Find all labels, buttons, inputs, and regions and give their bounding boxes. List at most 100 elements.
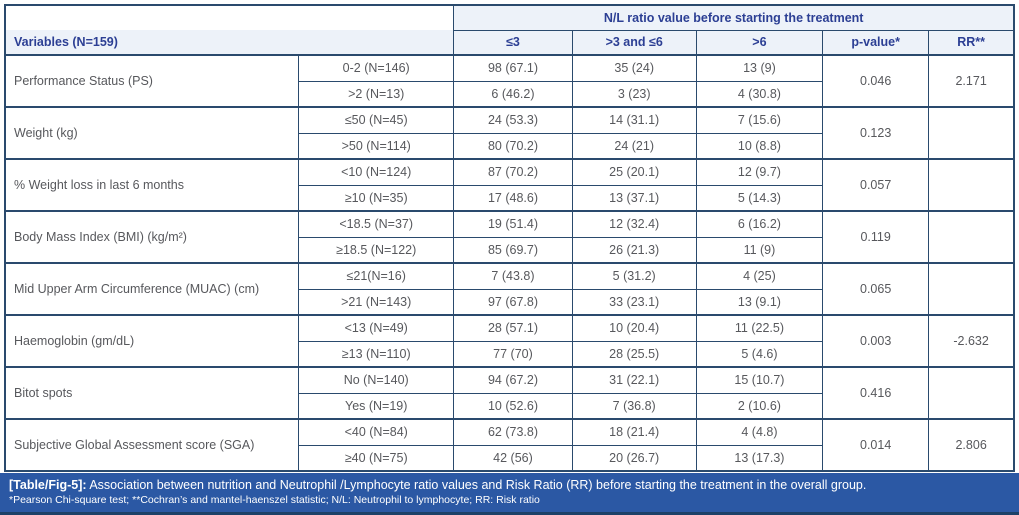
- subcategory-cell: ≤21(N=16): [298, 262, 455, 290]
- variable-name: Performance Status (PS): [4, 54, 300, 108]
- rr-cell: [928, 210, 1015, 264]
- value-cell: 4 (25): [695, 262, 824, 290]
- variable-name: Mid Upper Arm Circumference (MUAC) (cm): [4, 262, 300, 316]
- subcategory-cell: ≥10 (N=35): [298, 184, 455, 212]
- variable-name: Body Mass Index (BMI) (kg/m²): [4, 210, 300, 264]
- p-value-cell: 0.003: [822, 314, 930, 368]
- caption-label: [Table/Fig-5]:: [9, 478, 87, 492]
- value-cell: 4 (4.8): [695, 418, 824, 446]
- table-caption-bar: [Table/Fig-5]: Association between nutri…: [0, 473, 1019, 515]
- value-cell: 10 (20.4): [571, 314, 697, 342]
- variable-name: Weight (kg): [4, 106, 300, 160]
- value-cell: 6 (16.2): [695, 210, 824, 238]
- subcategory-cell: 0-2 (N=146): [298, 54, 455, 82]
- group-weight-loss: % Weight loss in last 6 months <10 (N=12…: [4, 158, 1015, 212]
- value-cell: 7 (36.8): [571, 392, 697, 420]
- caption-text: Association between nutrition and Neutro…: [86, 478, 867, 492]
- table-row: Body Mass Index (BMI) (kg/m²) <18.5 (N=3…: [4, 210, 1015, 264]
- variable-name: % Weight loss in last 6 months: [4, 158, 300, 212]
- value-cell: 33 (23.1): [571, 288, 697, 316]
- table-row: ≥40 (N=75) 42 (56) 20 (26.7) 13 (17.3): [5, 444, 1014, 472]
- value-cell: 17 (48.6): [453, 184, 573, 212]
- table-row: Performance Status (PS) 0-2 (N=146) 98 (…: [4, 54, 1015, 108]
- value-cell: 26 (21.3): [571, 236, 697, 264]
- group-haemoglobin: Haemoglobin (gm/dL) <13 (N=49) 28 (57.1)…: [4, 314, 1015, 368]
- subcategory-cell: ≤50 (N=45): [298, 106, 455, 134]
- caption-footnote: *Pearson Chi-square test; **Cochran’s an…: [9, 494, 540, 506]
- table-row: % Weight loss in last 6 months <10 (N=12…: [4, 158, 1015, 212]
- value-cell: 98 (67.1): [453, 54, 573, 82]
- subcategory-cell: >21 (N=143): [298, 288, 455, 316]
- p-value-cell: 0.057: [822, 158, 930, 212]
- value-cell: 85 (69.7): [453, 236, 573, 264]
- group-sga: Subjective Global Assessment score (SGA)…: [4, 418, 1015, 472]
- table-row: >50 (N=114) 80 (70.2) 24 (21) 10 (8.8): [5, 132, 1014, 160]
- subcategory-cell: <13 (N=49): [298, 314, 455, 342]
- group-bitot-spots: Bitot spots No (N=140) 94 (67.2) 31 (22.…: [4, 366, 1015, 420]
- rr-cell: [928, 158, 1015, 212]
- group-weight: Weight (kg) ≤50 (N=45) 24 (53.3) 14 (31.…: [4, 106, 1015, 160]
- table-row: ≥18.5 (N=122) 85 (69.7) 26 (21.3) 11 (9): [5, 236, 1014, 264]
- table-row: Subjective Global Assessment score (SGA)…: [4, 418, 1015, 472]
- p-value-cell: 0.119: [822, 210, 930, 264]
- value-cell: 80 (70.2): [453, 132, 573, 160]
- rr-cell: -2.632: [928, 314, 1015, 368]
- value-cell: 5 (14.3): [695, 184, 824, 212]
- value-cell: 5 (4.6): [695, 340, 824, 368]
- variable-name: Bitot spots: [4, 366, 300, 420]
- group-bmi: Body Mass Index (BMI) (kg/m²) <18.5 (N=3…: [4, 210, 1015, 264]
- table-row: Bitot spots No (N=140) 94 (67.2) 31 (22.…: [4, 366, 1015, 420]
- rr-cell: [928, 366, 1015, 420]
- value-cell: 13 (9): [695, 54, 824, 82]
- variable-name: Subjective Global Assessment score (SGA): [4, 418, 300, 472]
- value-cell: 11 (9): [695, 236, 824, 264]
- association-table: N/L ratio value before starting the trea…: [4, 4, 1015, 472]
- value-cell: 12 (32.4): [571, 210, 697, 238]
- subcategory-cell: ≥18.5 (N=122): [298, 236, 455, 264]
- value-cell: 24 (21): [571, 132, 697, 160]
- table-row: ≥13 (N=110) 77 (70) 28 (25.5) 5 (4.6): [5, 340, 1014, 368]
- value-cell: 24 (53.3): [453, 106, 573, 134]
- value-cell: 42 (56): [453, 444, 573, 472]
- value-cell: 4 (30.8): [695, 80, 824, 108]
- value-cell: 2 (10.6): [695, 392, 824, 420]
- top-spanning-header: N/L ratio value before starting the trea…: [453, 4, 1015, 31]
- value-cell: 87 (70.2): [453, 158, 573, 186]
- value-cell: 19 (51.4): [453, 210, 573, 238]
- variables-column-header: Variables (N=159): [4, 30, 455, 56]
- p-value-cell: 0.046: [822, 54, 930, 108]
- rr-cell: 2.806: [928, 418, 1015, 472]
- value-cell: 62 (73.8): [453, 418, 573, 446]
- value-cell: 28 (25.5): [571, 340, 697, 368]
- value-cell: 13 (17.3): [695, 444, 824, 472]
- value-cell: 18 (21.4): [571, 418, 697, 446]
- column-header-3to6: >3 and ≤6: [571, 29, 697, 56]
- subcategory-cell: <10 (N=124): [298, 158, 455, 186]
- column-header-gt6: >6: [695, 29, 824, 56]
- table-row: Haemoglobin (gm/dL) <13 (N=49) 28 (57.1)…: [4, 314, 1015, 368]
- group-performance-status: Performance Status (PS) 0-2 (N=146) 98 (…: [4, 54, 1015, 108]
- value-cell: 94 (67.2): [453, 366, 573, 394]
- column-header-rr: RR**: [928, 29, 1015, 56]
- value-cell: 14 (31.1): [571, 106, 697, 134]
- table-header: N/L ratio value before starting the trea…: [4, 4, 1015, 56]
- value-cell: 11 (22.5): [695, 314, 824, 342]
- subcategory-cell: No (N=140): [298, 366, 455, 394]
- subcategory-cell: <40 (N=84): [298, 418, 455, 446]
- value-cell: 12 (9.7): [695, 158, 824, 186]
- table-row: Weight (kg) ≤50 (N=45) 24 (53.3) 14 (31.…: [4, 106, 1015, 160]
- column-header-p-value: p-value*: [822, 29, 930, 56]
- corner-empty-cell: [4, 4, 455, 30]
- table-row: Yes (N=19) 10 (52.6) 7 (36.8) 2 (10.6): [5, 392, 1014, 420]
- group-muac: Mid Upper Arm Circumference (MUAC) (cm) …: [4, 262, 1015, 316]
- subcategory-cell: >50 (N=114): [298, 132, 455, 160]
- value-cell: 13 (9.1): [695, 288, 824, 316]
- subcategory-cell: <18.5 (N=37): [298, 210, 455, 238]
- p-value-cell: 0.416: [822, 366, 930, 420]
- value-cell: 3 (23): [571, 80, 697, 108]
- value-cell: 13 (37.1): [571, 184, 697, 212]
- p-value-cell: 0.014: [822, 418, 930, 472]
- subcategory-cell: ≥40 (N=75): [298, 444, 455, 472]
- rr-cell: 2.171: [928, 54, 1015, 108]
- caption-line: [Table/Fig-5]: Association between nutri…: [9, 477, 1010, 494]
